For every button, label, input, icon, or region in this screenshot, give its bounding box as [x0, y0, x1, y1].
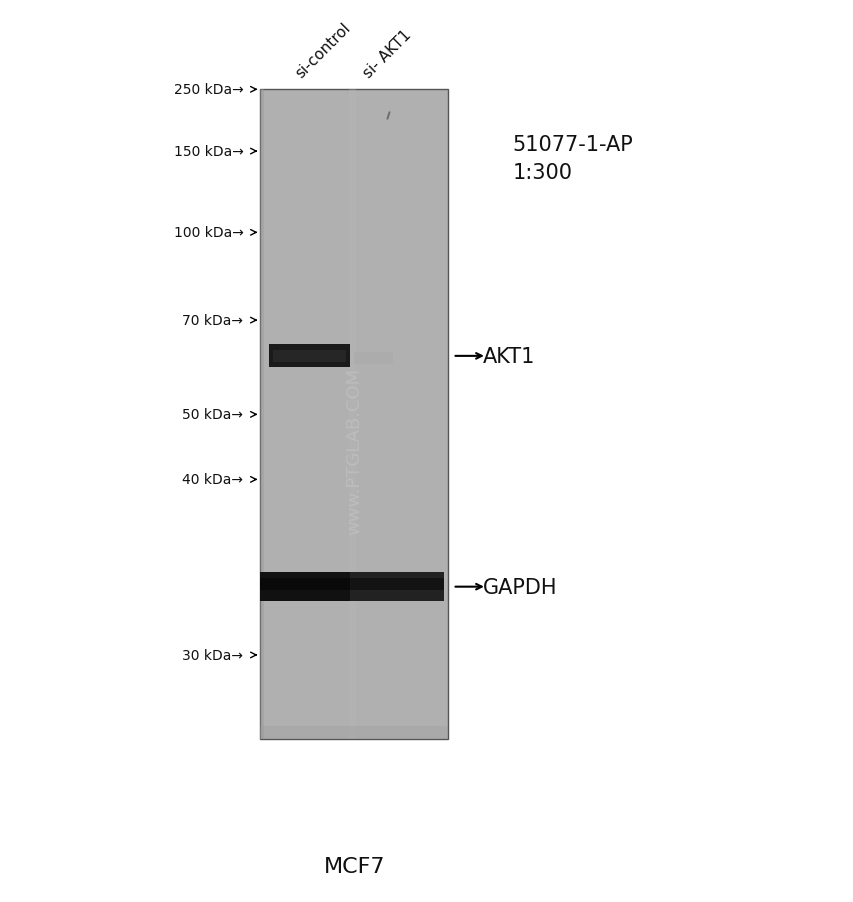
Text: 250 kDa→: 250 kDa→ — [173, 83, 243, 97]
Bar — [260, 90, 264, 740]
Text: 100 kDa→: 100 kDa→ — [173, 226, 243, 240]
Text: 150 kDa→: 150 kDa→ — [173, 145, 243, 159]
Bar — [260, 727, 448, 740]
Bar — [350, 573, 444, 602]
Bar — [354, 353, 392, 364]
Text: 70 kDa→: 70 kDa→ — [183, 314, 243, 327]
Bar — [350, 578, 444, 590]
Text: 40 kDa→: 40 kDa→ — [183, 473, 243, 487]
Text: AKT1: AKT1 — [482, 346, 534, 366]
Bar — [260, 578, 350, 590]
Text: 50 kDa→: 50 kDa→ — [183, 408, 243, 422]
Bar — [260, 90, 448, 740]
Bar — [269, 345, 350, 368]
Text: si-control: si-control — [293, 21, 353, 81]
Bar — [348, 90, 356, 740]
Bar — [260, 573, 350, 602]
Bar — [273, 351, 345, 362]
Text: 51077-1-AP
1:300: 51077-1-AP 1:300 — [512, 135, 632, 183]
Text: MCF7: MCF7 — [323, 856, 385, 876]
Text: si- AKT1: si- AKT1 — [361, 28, 414, 81]
Text: GAPDH: GAPDH — [482, 577, 556, 597]
Text: 30 kDa→: 30 kDa→ — [183, 649, 243, 662]
Text: www.PTGLAB.COM: www.PTGLAB.COM — [345, 367, 363, 535]
